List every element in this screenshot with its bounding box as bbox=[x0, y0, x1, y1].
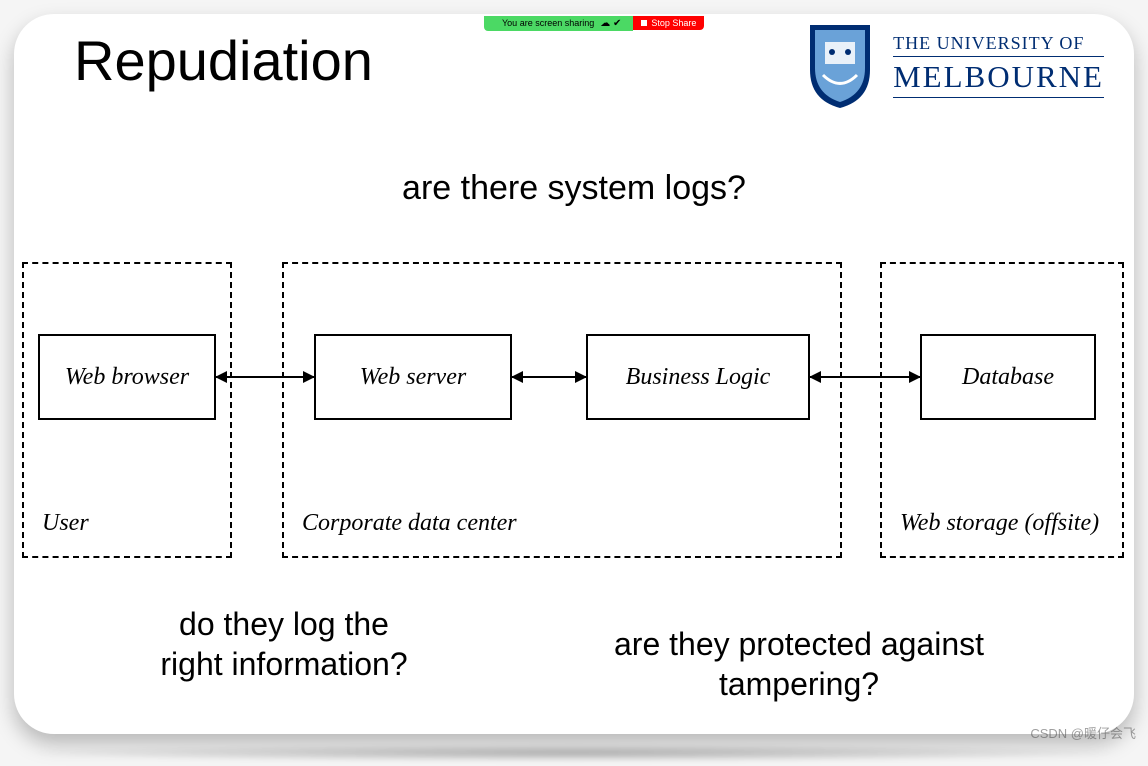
node-logic-label: Business Logic bbox=[626, 364, 771, 391]
stop-share-button[interactable]: Stop Share bbox=[633, 16, 704, 30]
node-server-label: Web server bbox=[360, 364, 466, 391]
slide: Repudiation You are screen sharing ☁ ✔ S… bbox=[14, 14, 1134, 734]
university-logo: THE UNIVERSITY OF MELBOURNE bbox=[805, 20, 1104, 110]
node-business-logic: Business Logic bbox=[586, 334, 810, 420]
arrow-logic-db bbox=[810, 376, 920, 378]
flow-diagram: User Corporate data center Web storage (… bbox=[22, 262, 1126, 558]
zone-user-label: User bbox=[42, 509, 89, 538]
crest-icon bbox=[805, 20, 875, 110]
node-database: Database bbox=[920, 334, 1096, 420]
uni-line2: MELBOURNE bbox=[893, 56, 1104, 98]
question-bottom-right: are they protected against tampering? bbox=[589, 624, 1009, 704]
arrow-server-logic bbox=[512, 376, 586, 378]
node-db-label: Database bbox=[962, 364, 1054, 391]
share-status-text: You are screen sharing bbox=[502, 18, 594, 28]
question-top: are there system logs? bbox=[14, 169, 1134, 208]
slide-shadow bbox=[20, 744, 1128, 762]
screen-share-bar: You are screen sharing ☁ ✔ Stop Share bbox=[484, 14, 704, 32]
uni-line1: THE UNIVERSITY OF bbox=[893, 33, 1104, 54]
zone-storage-label: Web storage (offsite) bbox=[900, 509, 1099, 538]
question-bottom-left: do they log the right information? bbox=[144, 604, 424, 684]
page-title: Repudiation bbox=[74, 28, 373, 93]
share-status: You are screen sharing ☁ ✔ bbox=[484, 16, 633, 31]
zone-corp-label: Corporate data center bbox=[302, 509, 517, 538]
node-web-browser: Web browser bbox=[38, 334, 216, 420]
node-web-server: Web server bbox=[314, 334, 512, 420]
arrow-browser-server bbox=[216, 376, 314, 378]
node-browser-label: Web browser bbox=[65, 364, 189, 391]
stop-icon bbox=[641, 20, 647, 26]
watermark: CSDN @暖仔会飞 bbox=[1030, 723, 1136, 742]
stop-share-label: Stop Share bbox=[651, 18, 696, 28]
cloud-check-icon: ☁ ✔ bbox=[600, 18, 621, 29]
university-text: THE UNIVERSITY OF MELBOURNE bbox=[893, 33, 1104, 98]
